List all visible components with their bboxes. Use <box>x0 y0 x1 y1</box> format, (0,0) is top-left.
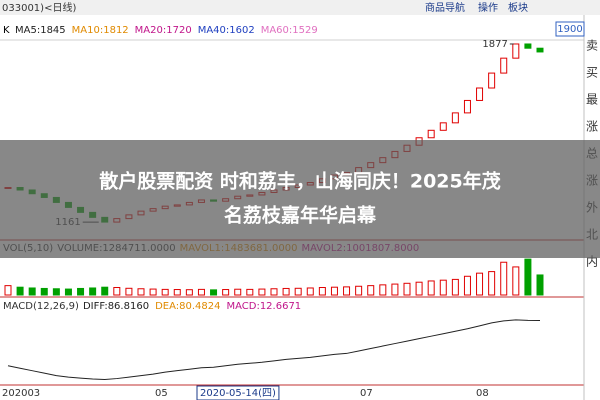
legend-entry: MA40:1602 <box>198 25 255 36</box>
volume-bar <box>185 289 193 296</box>
date-box <box>196 385 280 400</box>
volume-bar <box>512 266 520 296</box>
volume-bar <box>427 280 435 296</box>
volume-bar <box>318 287 326 296</box>
macd-stat: DEA:80.4824 <box>155 301 220 312</box>
legend-entry: MA20:1720 <box>135 25 192 36</box>
volume-bar <box>488 271 496 296</box>
volume-bar <box>52 288 60 296</box>
volume-bar <box>77 287 85 296</box>
macd-stat: MACD:12.6671 <box>226 301 301 312</box>
menu-item[interactable]: 板块 <box>508 1 528 14</box>
x-tick-label: 07 <box>360 388 373 399</box>
overlay-title: 散户股票配资 时和荔丰，山海同庆！2025年茂 <box>99 170 501 193</box>
volume-bar <box>379 284 387 296</box>
volume-bar <box>234 288 242 296</box>
volume-bar <box>16 286 24 296</box>
price-box <box>555 21 585 37</box>
volume-bar <box>64 288 72 296</box>
candle <box>439 122 447 131</box>
volume-bar <box>137 288 145 296</box>
volume-bar <box>500 261 508 296</box>
volume-bar <box>294 287 302 296</box>
volume-bar <box>524 258 532 296</box>
volume-bar <box>403 282 411 296</box>
volume-bar <box>476 272 484 296</box>
stock-code: 033001)<日线) <box>2 1 76 14</box>
volume-bar <box>222 289 230 296</box>
overlay-band <box>0 140 600 258</box>
price-box-label: 1900 <box>557 24 582 35</box>
volume-bar <box>4 285 12 296</box>
volume-bar <box>367 285 375 296</box>
diff-line <box>7 319 541 381</box>
menu-item[interactable]: 商品导航 <box>425 1 465 14</box>
candle <box>524 43 532 49</box>
volume-bar <box>89 287 97 296</box>
candle <box>463 99 471 114</box>
volume-bar <box>536 274 544 296</box>
candle <box>451 112 459 124</box>
volume-bar <box>197 288 205 296</box>
volume-bar <box>330 286 338 296</box>
side-label: 最 <box>586 93 598 107</box>
x-tick-label: 202003 <box>2 388 40 399</box>
candle <box>512 43 520 59</box>
volume-bar <box>343 286 351 296</box>
volume-bar <box>439 279 447 296</box>
legend-entry: MA60:1529 <box>261 25 318 36</box>
volume-bar <box>125 287 133 296</box>
volume-bar <box>355 285 363 296</box>
volume-bar <box>40 287 48 296</box>
side-label: 买 <box>586 66 598 80</box>
volume-bar <box>210 289 218 296</box>
volume-bar <box>173 289 181 296</box>
annotation-label: 1877 <box>482 39 507 50</box>
legend-entry: MA10:1812 <box>72 25 129 36</box>
volume-bar <box>463 275 471 296</box>
volume-bar <box>415 281 423 296</box>
x-tick-label: 05 <box>155 388 168 399</box>
candle <box>488 72 496 89</box>
volume-bar <box>451 278 459 296</box>
candle <box>536 47 544 53</box>
overlay-title: 名荔枝嘉年华启幕 <box>224 204 377 227</box>
macd-stat: DIFF:86.8160 <box>83 301 149 312</box>
candle <box>476 87 484 101</box>
macd-title: MACD(12,26,9) <box>3 301 79 312</box>
legend-entry: MA5:1845 <box>15 25 66 36</box>
volume-bar <box>258 288 266 296</box>
volume-bar <box>306 287 314 296</box>
volume-bar <box>282 287 290 296</box>
candle <box>427 129 435 139</box>
candle <box>500 57 508 74</box>
legend-prefix: K <box>3 25 10 36</box>
volume-bar <box>161 288 169 296</box>
top-bar <box>0 0 600 15</box>
side-label: 卖 <box>586 39 598 53</box>
volume-bar <box>246 288 254 296</box>
volume-bar <box>101 286 109 296</box>
volume-bar <box>270 288 278 296</box>
volume-bar <box>28 287 36 296</box>
menu-item[interactable]: 操作 <box>478 1 498 14</box>
volume-bar <box>391 283 399 296</box>
volume-bar <box>149 288 157 296</box>
volume-bar <box>113 287 121 296</box>
x-tick-label: 08 <box>476 388 489 399</box>
x-tick-label: 2020-05-14(四) <box>200 388 276 399</box>
side-label: 涨 <box>586 119 598 134</box>
